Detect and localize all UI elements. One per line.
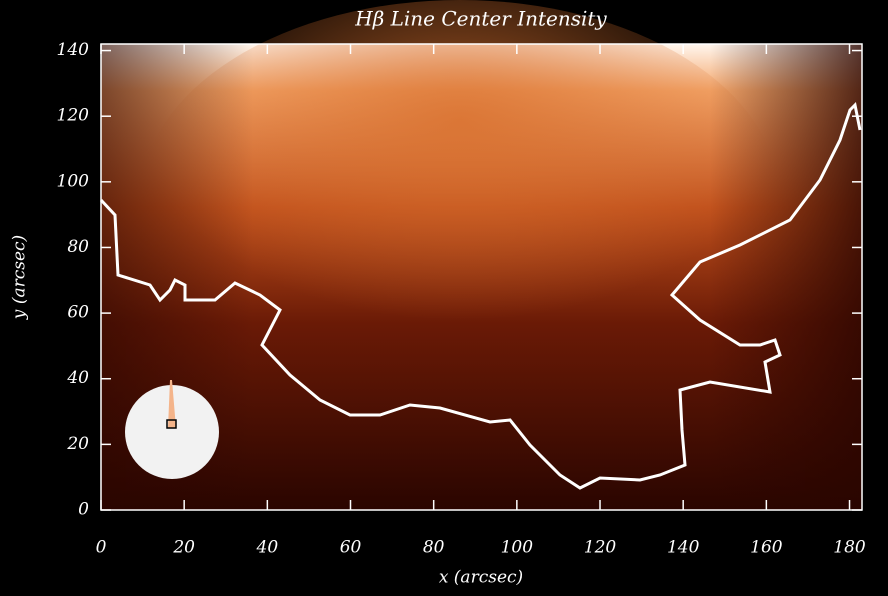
x-tick-label: 60	[340, 538, 362, 558]
x-tick-label: 140	[667, 538, 700, 558]
y-tick-label: 0	[78, 500, 89, 520]
chart-title: Hβ Line Center Intensity	[354, 7, 607, 31]
x-tick-label: 100	[501, 538, 534, 558]
y-tick-label: 120	[57, 106, 90, 126]
x-tick-label: 20	[172, 538, 195, 558]
intensity-image	[99, 0, 862, 510]
x-tick-label: 40	[256, 538, 279, 558]
y-tick-label: 20	[66, 434, 89, 454]
y-tick-label: 140	[57, 40, 90, 60]
context-marker	[168, 380, 176, 428]
y-tick-label: 100	[57, 171, 90, 191]
x-tick-label: 120	[584, 538, 617, 558]
y-tick-label: 60	[67, 303, 89, 323]
x-tick-label: 0	[96, 538, 107, 558]
y-tick-label: 40	[66, 368, 89, 388]
x-tick-label: 80	[423, 538, 445, 558]
plot-frame	[100, 43, 863, 511]
y-axis-label: y (arcsec)	[10, 235, 30, 320]
contour	[99, 101, 862, 490]
x-axis-label: x (arcsec)	[439, 568, 523, 588]
context-disk	[125, 385, 219, 479]
y-tick-label: 80	[67, 237, 89, 257]
x-tick-label: 160	[750, 538, 783, 558]
x-tick-label: 180	[833, 538, 866, 558]
context-box	[166, 419, 177, 429]
